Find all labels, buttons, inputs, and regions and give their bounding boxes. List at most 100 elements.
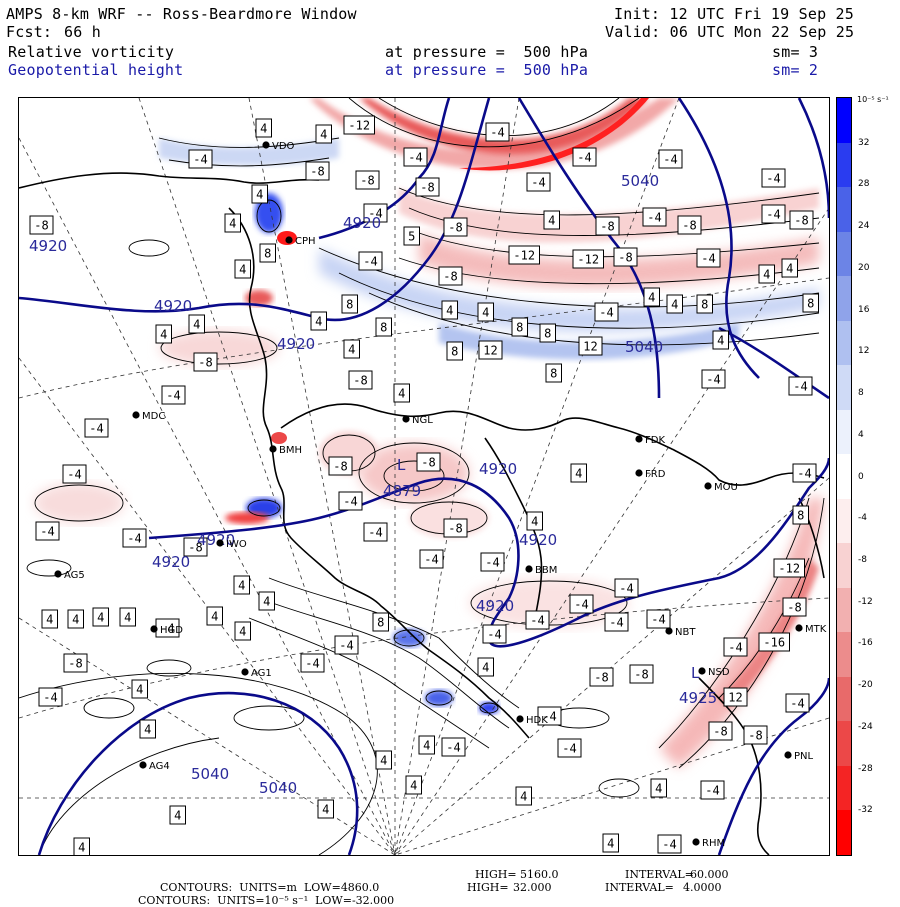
vorticity-label-text: -8 [448, 221, 462, 235]
vorticity-label-box [234, 621, 251, 641]
vorticity-label-text: 4 [72, 613, 79, 627]
vorticity-label-box [595, 216, 620, 236]
field1-level: at pressure = 500 hPa [385, 43, 589, 61]
vorticity-label: -4 [572, 147, 597, 167]
vorticity-label-text: 4 [648, 291, 655, 305]
height-label: 4920 [277, 335, 315, 353]
station-dot [241, 668, 249, 676]
vorticity-label: -4 [419, 549, 444, 569]
height-label: 4920 [197, 531, 235, 549]
vorticity-label-text: -4 [343, 495, 357, 509]
vorticity-label-text: 4 [410, 779, 417, 793]
vorticity-label-text: -4 [305, 657, 319, 671]
vorticity-label-box [343, 115, 375, 135]
vorticity-label-box [788, 376, 813, 396]
vorticity-label-box [477, 657, 494, 677]
vorticity-label-text: 4 [239, 263, 246, 277]
station-dot [516, 715, 524, 723]
vorticity-label: -4 [188, 149, 213, 169]
vorticity-label-text: -4 [663, 153, 677, 167]
vorticity-label-text: -4 [599, 306, 613, 320]
vorticity-label: -8 [438, 266, 463, 286]
colorbar-segment [837, 98, 851, 144]
vorticity-label: -8 [443, 518, 468, 538]
vorticity-label-text: -8 [682, 219, 696, 233]
vorticity-label: 4 [206, 606, 223, 626]
vorticity-label-text: 8 [516, 321, 523, 335]
vorticity-label-text: 4 [398, 387, 405, 401]
vorticity-label-text: 4 [78, 841, 85, 855]
colorbar-tick-label: 20 [858, 262, 870, 273]
vorticity-label-text: 12 [583, 340, 597, 354]
vorticity-label-text: -12 [778, 562, 800, 576]
vorticity-label-text: -4 [490, 126, 504, 140]
vorticity-label: -8 [328, 456, 353, 476]
station-dot [285, 236, 293, 244]
vorticity-label-box [743, 725, 768, 745]
height-label: 4920 [29, 237, 67, 255]
vorticity-label: 8 [341, 294, 358, 314]
vorticity-label-text: -4 [67, 468, 81, 482]
vorticity-label-box [658, 149, 683, 169]
vorticity-label: -4 [403, 147, 428, 167]
coastline [19, 172, 825, 855]
vorticity-label: -8 [595, 216, 620, 236]
vorticity-label-box [526, 172, 551, 192]
colorbar-segment [837, 276, 851, 322]
vorticity-label-text: -8 [618, 251, 632, 265]
vorticity-label-box [525, 610, 550, 630]
vorticity-label: -4 [441, 737, 466, 757]
vorticity-label: -12 [508, 245, 540, 265]
station-label: BMH [279, 445, 302, 456]
vorticity-label-text: 4 [256, 188, 263, 202]
vorticity-label: 4 [73, 837, 90, 855]
vorticity-label: 4 [650, 778, 667, 798]
colorbar-tick-label: 12 [858, 346, 870, 357]
vorticity-label-box [358, 251, 383, 271]
vorticity-label-text: -8 [594, 671, 608, 685]
vorticity-label: 4 [526, 511, 543, 531]
vorticity-label-box [438, 266, 463, 286]
vorticity-label: 4 [169, 805, 186, 825]
vorticity-label-box [613, 247, 638, 267]
vorticity-label-box [317, 799, 334, 819]
colorbar-segment [837, 454, 851, 500]
vorticity-label: 4 [666, 294, 683, 314]
station-ngl: NGL [402, 415, 433, 426]
low-center-marker: L [691, 664, 700, 682]
vorticity-label: 12 [723, 687, 748, 707]
station-dot [698, 667, 706, 675]
vorticity-label-text: -4 [766, 208, 780, 222]
colorbar-segment [837, 231, 851, 277]
station-label: VDO [272, 141, 295, 152]
vorticity-label-box [62, 464, 87, 484]
colorbar-tick-label: -28 [858, 763, 873, 774]
vorticity-label: -4 [300, 653, 325, 673]
vorticity-label-box [310, 311, 327, 331]
station-label: AG1 [251, 668, 272, 679]
vorticity-label-box [511, 317, 528, 337]
station-rhm: RHM [692, 838, 725, 849]
vorticity-label-text: -4 [127, 532, 141, 546]
colorbar-tick-label: -32 [858, 805, 873, 816]
vorticity-label: 4 [155, 324, 172, 344]
vorticity-label-text: -12 [348, 119, 370, 133]
vorticity-label: -4 [658, 149, 683, 169]
station-label: FRD [645, 469, 666, 480]
colorbar-tick-label: 16 [858, 304, 870, 315]
vorticity-label-box [477, 302, 494, 322]
vorticity-label: 8 [375, 317, 392, 337]
station-label: MOU [714, 482, 738, 493]
vorticity-label-box [657, 834, 682, 854]
vorticity-label: -4 [569, 594, 594, 614]
vorticity-label: 4 [119, 607, 136, 627]
vorticity-label-box [508, 245, 540, 265]
vorticity-label-text: -4 [542, 710, 556, 724]
forecast-hour: 66 h [64, 23, 101, 41]
vorticity-label-text: -4 [619, 582, 633, 596]
station-mdc: MDC [132, 411, 165, 422]
vorticity-label-box [315, 124, 332, 144]
station-dot [269, 445, 277, 453]
field2-name: Geopotential height [8, 61, 184, 79]
height-label: 4920 [519, 531, 557, 549]
